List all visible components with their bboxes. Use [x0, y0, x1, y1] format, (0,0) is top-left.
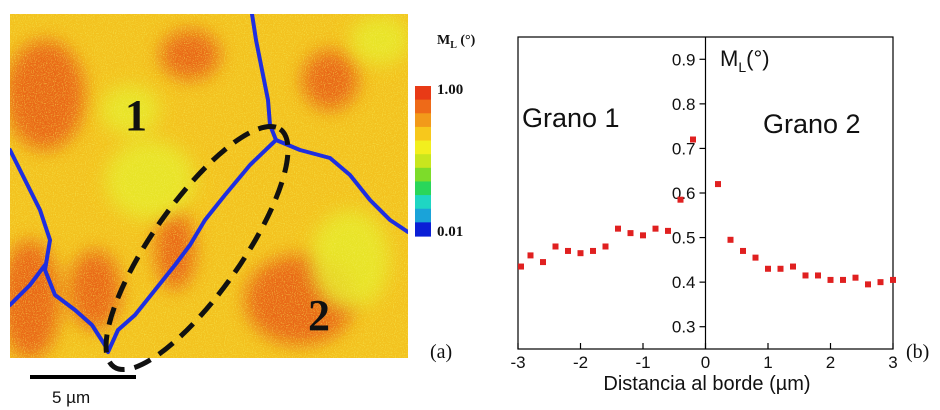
data-point	[890, 276, 896, 283]
y-tick-label: 0.6	[672, 184, 696, 203]
y-tick-label: 0.5	[672, 229, 696, 248]
colorbar-segment	[415, 167, 431, 183]
y-tick-label: 0.4	[672, 273, 696, 292]
colorbar-max-label: 1.00	[437, 82, 463, 98]
data-point	[677, 196, 684, 203]
colorbar-segment	[415, 208, 431, 223]
colorbar-title: ML (°)	[437, 33, 476, 51]
annotation-grano-2: Grano 2	[763, 109, 861, 139]
y-tick-label: 0.7	[672, 139, 696, 158]
data-point	[852, 274, 859, 281]
data-point	[877, 279, 884, 286]
data-point	[802, 272, 809, 279]
grain-label-1: 1	[125, 91, 147, 140]
grain-boundaries	[10, 14, 408, 354]
colorbar-segment	[415, 222, 431, 237]
x-tick-label: 3	[888, 353, 897, 372]
data-point	[715, 181, 721, 188]
y-tick-label: 0.3	[672, 318, 696, 337]
data-point	[727, 236, 734, 243]
data-point	[527, 252, 534, 259]
y-axis-label: ML(°)	[720, 46, 770, 75]
data-point	[640, 232, 646, 239]
data-point	[540, 259, 546, 266]
colorbar-min-label: 0.01	[437, 224, 463, 240]
grain-label-2: 2	[308, 291, 330, 340]
colorbar-segment	[415, 181, 431, 196]
data-point	[518, 263, 524, 270]
data-point	[602, 243, 609, 250]
colorbar: ML (°) 1.00 0.01	[415, 33, 476, 240]
data-point	[665, 227, 671, 234]
x-tick-label: -2	[573, 353, 588, 372]
data-point	[752, 254, 759, 261]
data-point	[652, 225, 659, 232]
panel-a-letter: (a)	[430, 341, 452, 363]
y-tick-label: 0.9	[672, 50, 696, 69]
colorbar-segment	[415, 126, 431, 142]
panel-b-letter: (b)	[906, 341, 929, 363]
data-point	[777, 265, 784, 272]
data-point	[827, 276, 834, 283]
annotation-grano-1: Grano 1	[522, 103, 620, 133]
data-point	[790, 263, 796, 270]
data-point	[627, 230, 634, 237]
data-point	[590, 247, 596, 254]
x-tick-label: 0	[701, 353, 710, 372]
data-point	[765, 265, 771, 272]
data-point	[690, 136, 696, 143]
x-tick-label: 2	[826, 353, 835, 372]
colorbar-segment	[415, 140, 431, 155]
data-point	[615, 225, 621, 232]
colorbar-segment	[415, 154, 431, 169]
data-point	[840, 276, 846, 283]
data-point	[577, 250, 584, 257]
orientation-map	[10, 14, 408, 358]
data-point	[815, 272, 821, 279]
scale-bar-label: 5 µm	[52, 388, 90, 407]
chart: 0.3 0.4 0.5 0.6 0.7 0.8 0.9 -3 -2 -1 0 1 2 3 ML(°) G…	[510, 36, 898, 395]
x-axis-label: Distancia al borde (µm)	[603, 373, 810, 395]
colorbar-segment	[415, 86, 431, 101]
x-tick-label: 1	[763, 353, 772, 372]
x-tick-label: -1	[635, 353, 650, 372]
colorbar-segment	[415, 99, 431, 114]
colorbar-segment	[415, 113, 431, 128]
x-tick-label: -3	[510, 353, 525, 372]
y-tick-label: 0.8	[672, 95, 696, 114]
data-point	[552, 243, 559, 250]
data-point	[865, 281, 871, 288]
colorbar-segment	[415, 195, 431, 210]
data-point	[565, 247, 571, 254]
data-point	[740, 247, 746, 254]
